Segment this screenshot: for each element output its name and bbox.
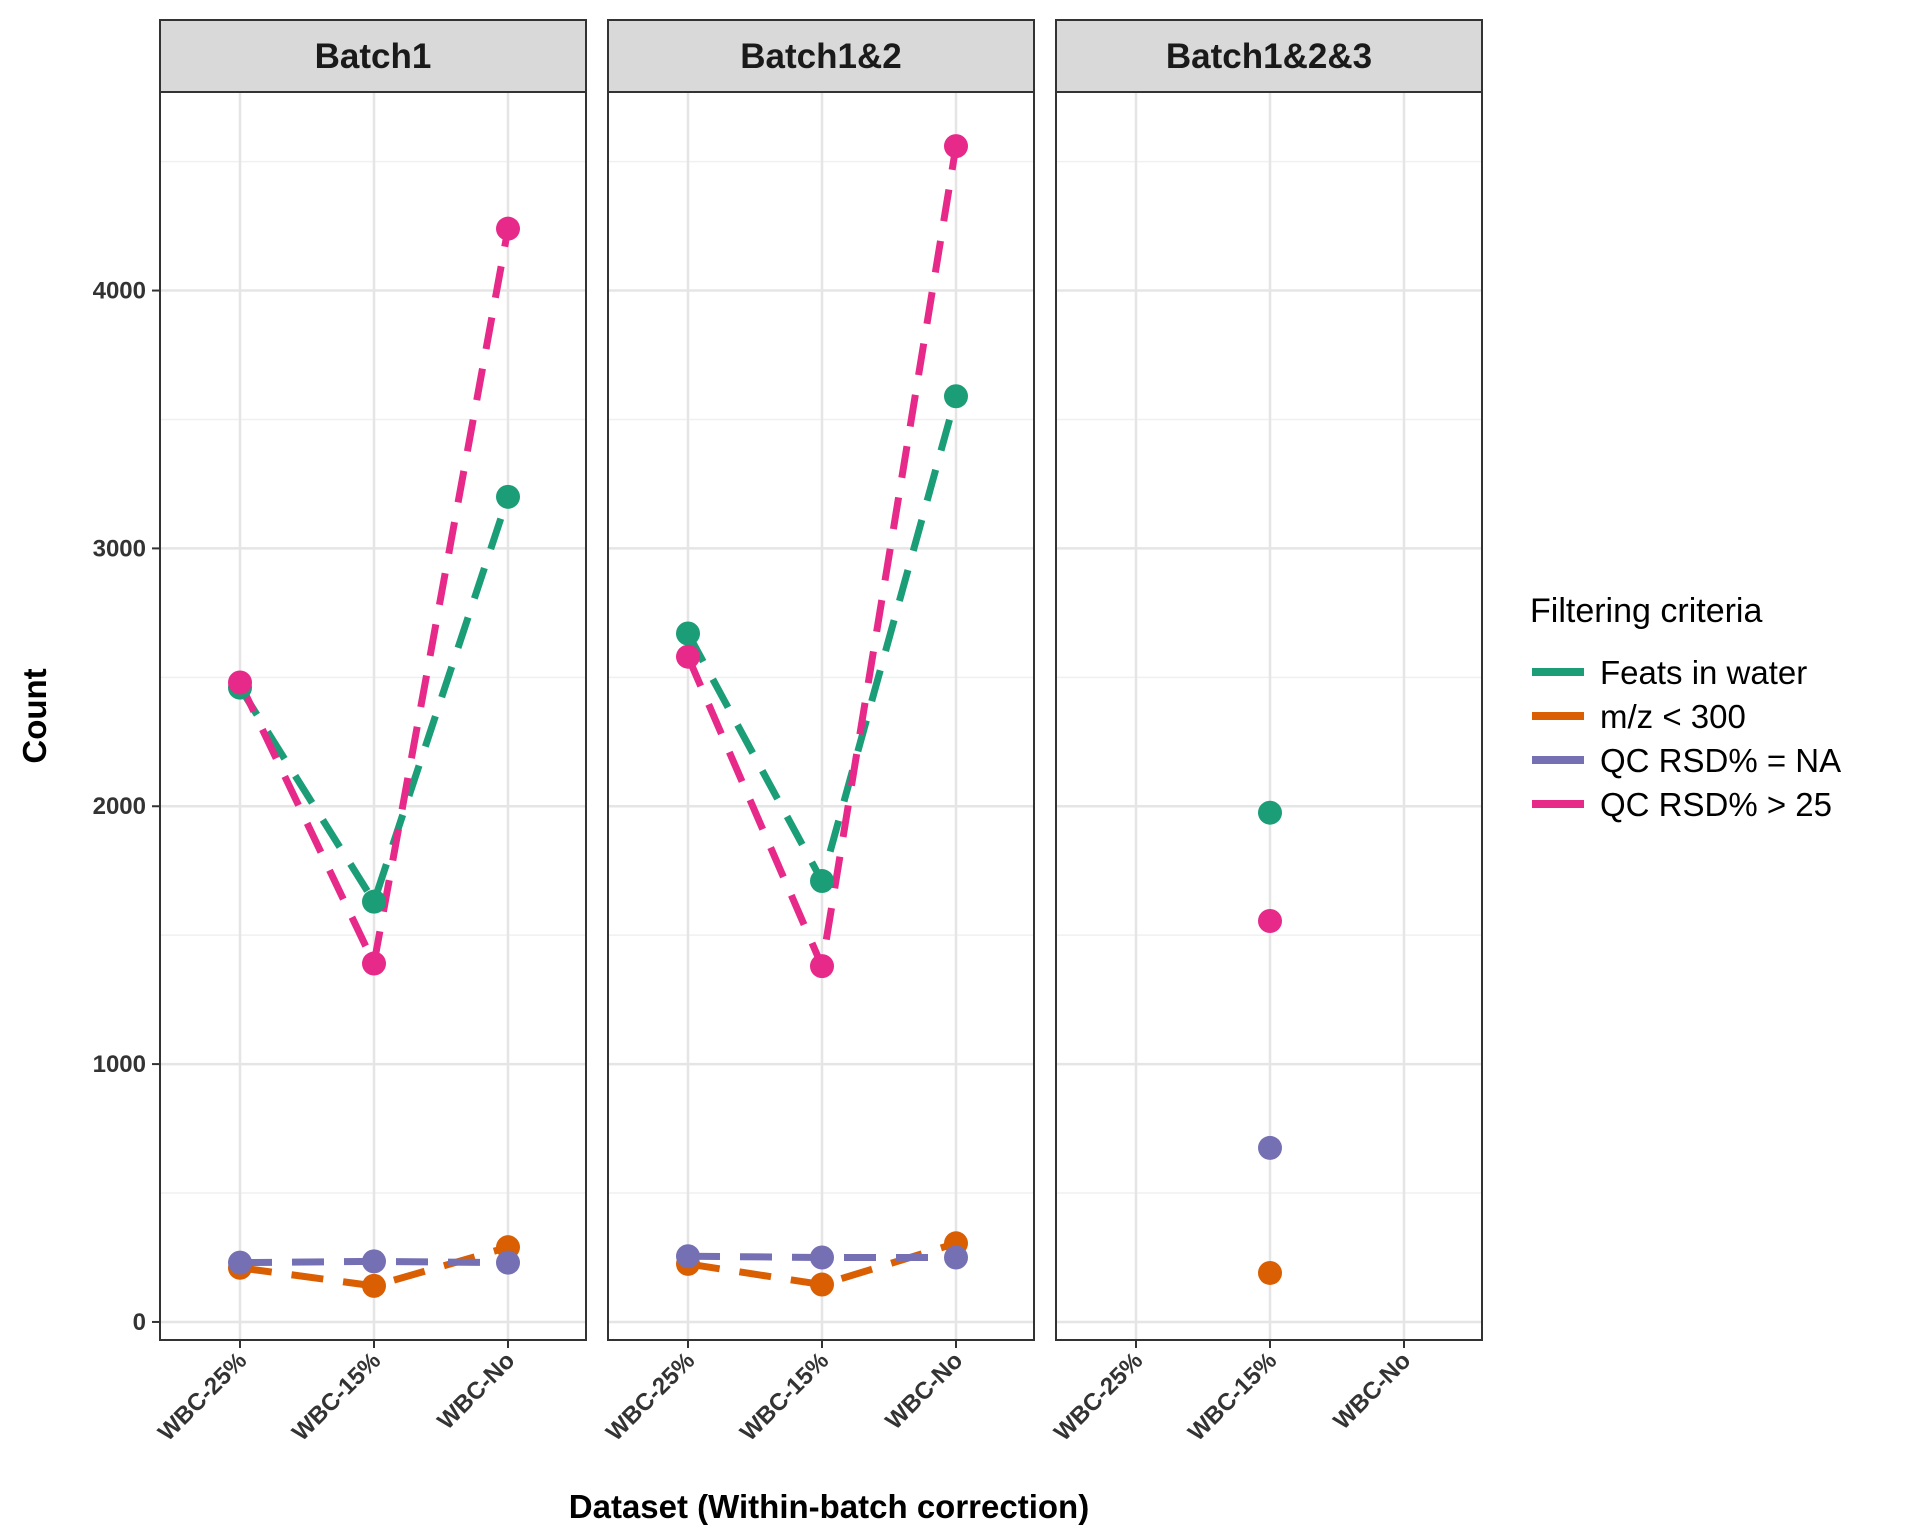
data-point-m-z-300 <box>362 1273 386 1298</box>
x-tick-label: WBC-No <box>432 1347 520 1435</box>
y-axis: 0 1000 2000 3000 4000 <box>93 278 160 1336</box>
x-tick-label: WBC-25% <box>1049 1347 1148 1446</box>
data-point-qc-rsd-na <box>362 1249 386 1274</box>
panel-batch1-2: Batch1&2 WBC-25% WBC-15% WBC-No <box>601 19 1035 1446</box>
y-tick-label: 4000 <box>93 278 146 305</box>
data-point-qc-rsd-na <box>228 1250 252 1275</box>
legend-label-m-z-300: m/z < 300 <box>1600 698 1746 735</box>
strip-background <box>159 19 587 93</box>
strip-background <box>607 19 1035 93</box>
data-point-qc-rsd-25 <box>496 216 520 241</box>
data-point-qc-rsd-na <box>676 1244 700 1269</box>
legend-label-qc-rsd-25: QC RSD% > 25 <box>1600 786 1832 823</box>
panel-batch1: Batch1 WBC-25% WBC-15% WBC-No <box>153 19 587 1446</box>
data-point-qc-rsd-25 <box>810 954 834 979</box>
panel-batch1-2-3: Batch1&2&3 WBC-25% WBC-15% WBC-No <box>1049 19 1483 1446</box>
x-tick-label: WBC-15% <box>1183 1347 1282 1446</box>
data-point-qc-rsd-na <box>1258 1135 1282 1160</box>
x-tick-label: WBC-25% <box>601 1347 700 1446</box>
series-line-qc-rsd-25 <box>236 228 512 975</box>
y-tick-label: 0 <box>133 1309 146 1336</box>
x-axis-title: Dataset (Within-batch correction) <box>569 1488 1089 1525</box>
data-point-qc-rsd-25 <box>362 951 386 976</box>
legend-title: Filtering criteria <box>1530 592 1762 630</box>
data-point-qc-rsd-25 <box>944 134 968 159</box>
data-point-feats-in-water <box>362 889 386 914</box>
strip-label: Batch1 <box>315 37 432 76</box>
x-tick-label: WBC-15% <box>287 1347 386 1446</box>
legend: Filtering criteria Feats in water m/z < 30… <box>1530 592 1841 823</box>
data-point-feats-in-water <box>676 621 700 646</box>
data-point-qc-rsd-25 <box>1258 908 1282 933</box>
data-point-qc-rsd-25 <box>676 644 700 669</box>
x-tick-label: WBC-No <box>1328 1347 1416 1435</box>
data-point-feats-in-water <box>810 869 834 894</box>
data-point-qc-rsd-na <box>810 1245 834 1270</box>
data-point-m-z-300 <box>1258 1260 1282 1285</box>
y-tick-label: 1000 <box>93 1051 146 1078</box>
y-tick-label: 2000 <box>93 793 146 820</box>
data-point-feats-in-water <box>1258 800 1282 825</box>
strip-label: Batch1&2&3 <box>1166 37 1372 76</box>
legend-label-feats-in-water: Feats in water <box>1600 654 1807 691</box>
x-tick-label: WBC-15% <box>735 1347 834 1446</box>
x-tick-label: WBC-25% <box>153 1347 252 1446</box>
series-line-feats-in-water <box>237 495 512 910</box>
data-point-feats-in-water <box>496 484 520 509</box>
x-tick-label: WBC-No <box>880 1347 968 1435</box>
data-point-feats-in-water <box>944 384 968 409</box>
data-point-m-z-300 <box>810 1272 834 1297</box>
data-point-qc-rsd-na <box>496 1250 520 1275</box>
y-axis-title: Count <box>16 668 53 763</box>
strip-label: Batch1&2 <box>740 37 901 76</box>
y-tick-label: 3000 <box>93 535 146 562</box>
strip-background <box>1055 19 1483 93</box>
data-point-qc-rsd-25 <box>228 670 252 695</box>
data-point-qc-rsd-na <box>944 1245 968 1270</box>
legend-label-qc-rsd-na: QC RSD% = NA <box>1600 742 1841 779</box>
